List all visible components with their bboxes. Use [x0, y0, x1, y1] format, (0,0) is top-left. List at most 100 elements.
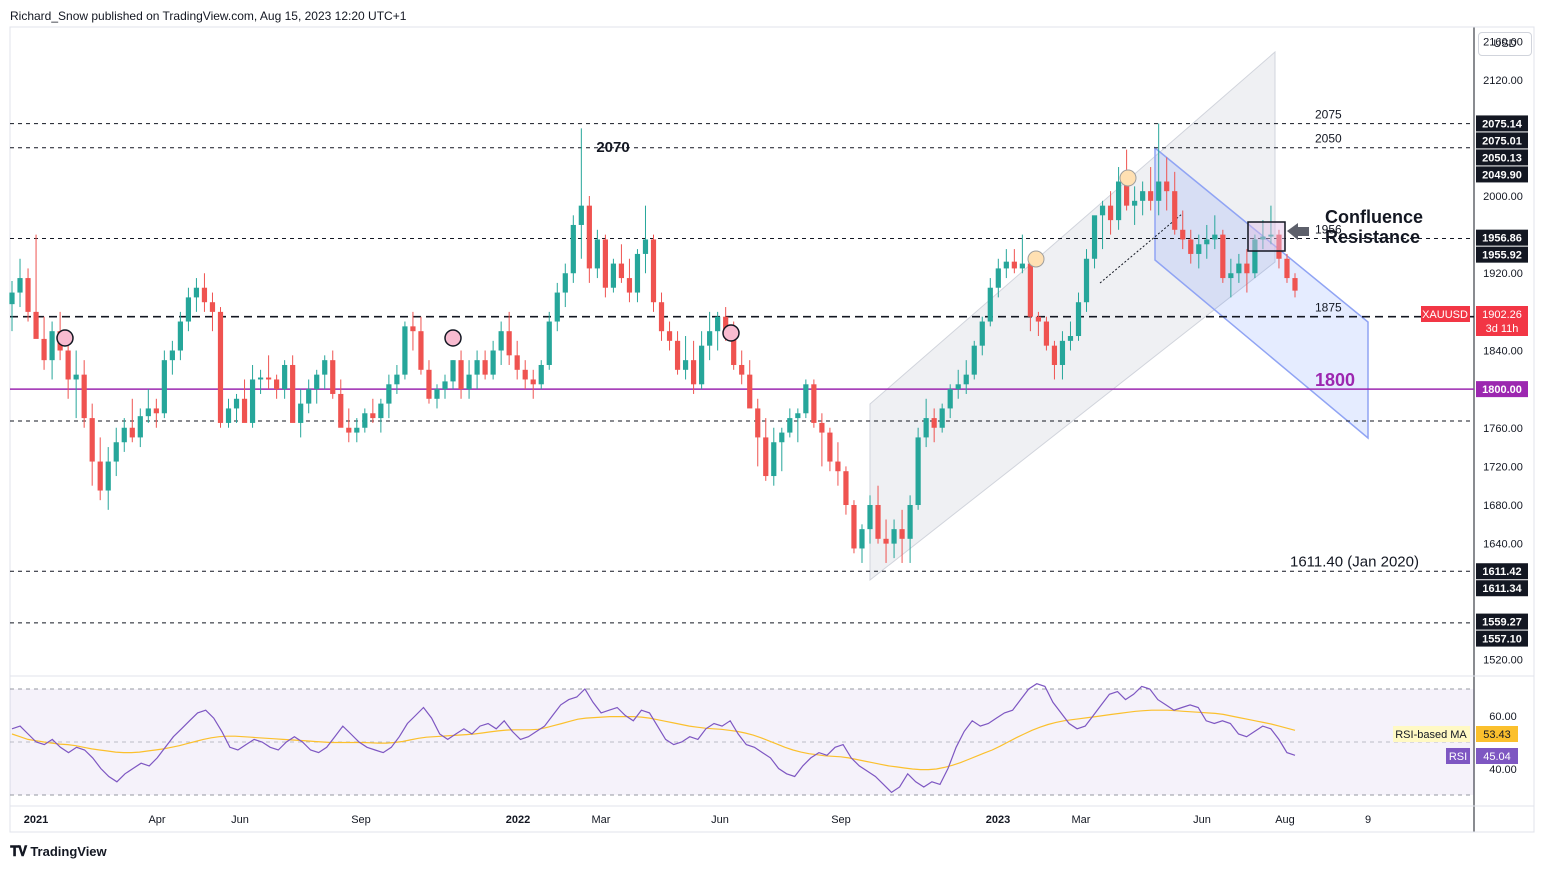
price-label: 1611.34	[1482, 583, 1522, 595]
time-tick-label: 2023	[986, 814, 1010, 826]
candle-body	[723, 316, 729, 332]
candle-body	[554, 292, 560, 322]
candle-body	[466, 374, 472, 390]
candle-body	[1196, 244, 1202, 254]
candle-body	[1019, 263, 1025, 269]
candle-body	[129, 427, 135, 438]
candle-body	[362, 413, 368, 428]
candle-body	[1164, 181, 1170, 192]
candle-body	[739, 364, 745, 375]
swing-markers	[56, 169, 1137, 347]
candle-body	[89, 418, 95, 462]
symbol-price-box	[1476, 306, 1528, 336]
candle-body	[33, 311, 39, 339]
price-label: 2049.90	[1482, 169, 1522, 181]
price-label-box	[1476, 246, 1528, 263]
price-label-box	[1476, 115, 1528, 132]
candle-body	[193, 287, 200, 298]
level-lines: 2075 2050 1956 1875 1800 1611.40 (Jan 2020)	[10, 108, 1474, 624]
candle-body	[1220, 234, 1226, 279]
candle-body	[1011, 261, 1017, 269]
tradingview-brand: TradingView	[30, 844, 107, 859]
candle-body	[266, 377, 272, 380]
candle-body	[1212, 234, 1218, 240]
candle-body	[1284, 258, 1290, 279]
time-tick-label: Mar	[592, 814, 611, 826]
candle-body	[1204, 239, 1210, 245]
candle-body	[907, 505, 913, 539]
candle-body	[346, 427, 352, 433]
time-tick-label: Sep	[351, 814, 371, 826]
candle-body	[699, 345, 705, 385]
candle-body	[771, 442, 777, 477]
candle-body	[682, 360, 689, 370]
price-tick-label: 1520.00	[1483, 655, 1523, 667]
candle-body	[378, 403, 384, 419]
symbol-name-box	[1421, 306, 1470, 322]
candles	[9, 123, 1298, 563]
rsi-ma-name: RSI-based MA	[1395, 729, 1467, 741]
time-tick-label: Mar	[1072, 814, 1091, 826]
price-tick-label: 1760.00	[1483, 423, 1523, 435]
candle-body	[458, 360, 464, 390]
candle-body	[418, 331, 424, 370]
marker-pink-1	[56, 329, 74, 347]
candle-body	[145, 408, 151, 417]
candle-body	[586, 205, 592, 269]
candle-body	[755, 408, 761, 438]
symbol-badge: XAUUSD 1902.26 3d 11h	[1421, 306, 1528, 336]
candle-body	[1268, 234, 1274, 237]
candle-body	[538, 364, 544, 385]
price-tick-label: 1840.00	[1483, 346, 1523, 358]
candle-body	[233, 398, 240, 409]
currency-selector[interactable]: USD	[1478, 32, 1532, 56]
tradingview-footer: 𝐓𝐕 TradingView	[10, 843, 107, 860]
candle-body	[947, 389, 953, 409]
candle-body	[546, 321, 552, 365]
rsi-value-box	[1476, 748, 1518, 764]
symbol-price: 1902.26	[1482, 309, 1522, 321]
time-tick-label: Jun	[231, 814, 249, 826]
descending-channel	[1154, 146, 1369, 440]
price-label: 2075.01	[1482, 135, 1522, 147]
candle-body	[747, 374, 753, 409]
candle-body	[185, 297, 192, 322]
candle-body	[1148, 191, 1154, 201]
candle-body	[322, 360, 328, 375]
candle-body	[442, 381, 448, 390]
candle-body	[290, 364, 296, 423]
candle-body	[779, 432, 785, 443]
candle-body	[835, 461, 841, 472]
level-label: 1875	[1315, 301, 1342, 315]
chart-border	[9, 26, 1535, 833]
candle-body	[827, 432, 833, 462]
candle-body	[482, 360, 488, 375]
rsi-ma-value: 53.43	[1483, 729, 1511, 741]
candle-body	[1236, 263, 1242, 274]
candle-body	[105, 461, 111, 491]
marker-pink-3	[722, 324, 740, 342]
candle-body	[1035, 316, 1041, 322]
candle-body	[690, 360, 697, 385]
candle-body	[795, 413, 801, 419]
price-label-box	[1476, 563, 1528, 580]
candle-body	[498, 331, 504, 351]
candle-body	[674, 340, 681, 370]
candle-body	[1115, 181, 1122, 221]
candle-body	[338, 393, 344, 428]
candle-body	[787, 418, 793, 433]
candle-body	[410, 326, 416, 332]
candle-body	[618, 263, 625, 279]
candle-body	[330, 360, 336, 394]
confluence-label-line1: Confluence	[1325, 207, 1423, 227]
rsi-name-box	[1446, 748, 1470, 764]
level-label: 1611.40 (Jan 2020)	[1290, 553, 1419, 570]
candle-body	[506, 331, 512, 356]
level-label: 1956	[1315, 222, 1342, 236]
marker-orange-2	[1119, 169, 1137, 187]
candle-body	[522, 369, 528, 380]
candle-body	[562, 273, 568, 293]
candle-body	[314, 374, 320, 390]
time-tick-label: Aug	[1275, 814, 1295, 826]
